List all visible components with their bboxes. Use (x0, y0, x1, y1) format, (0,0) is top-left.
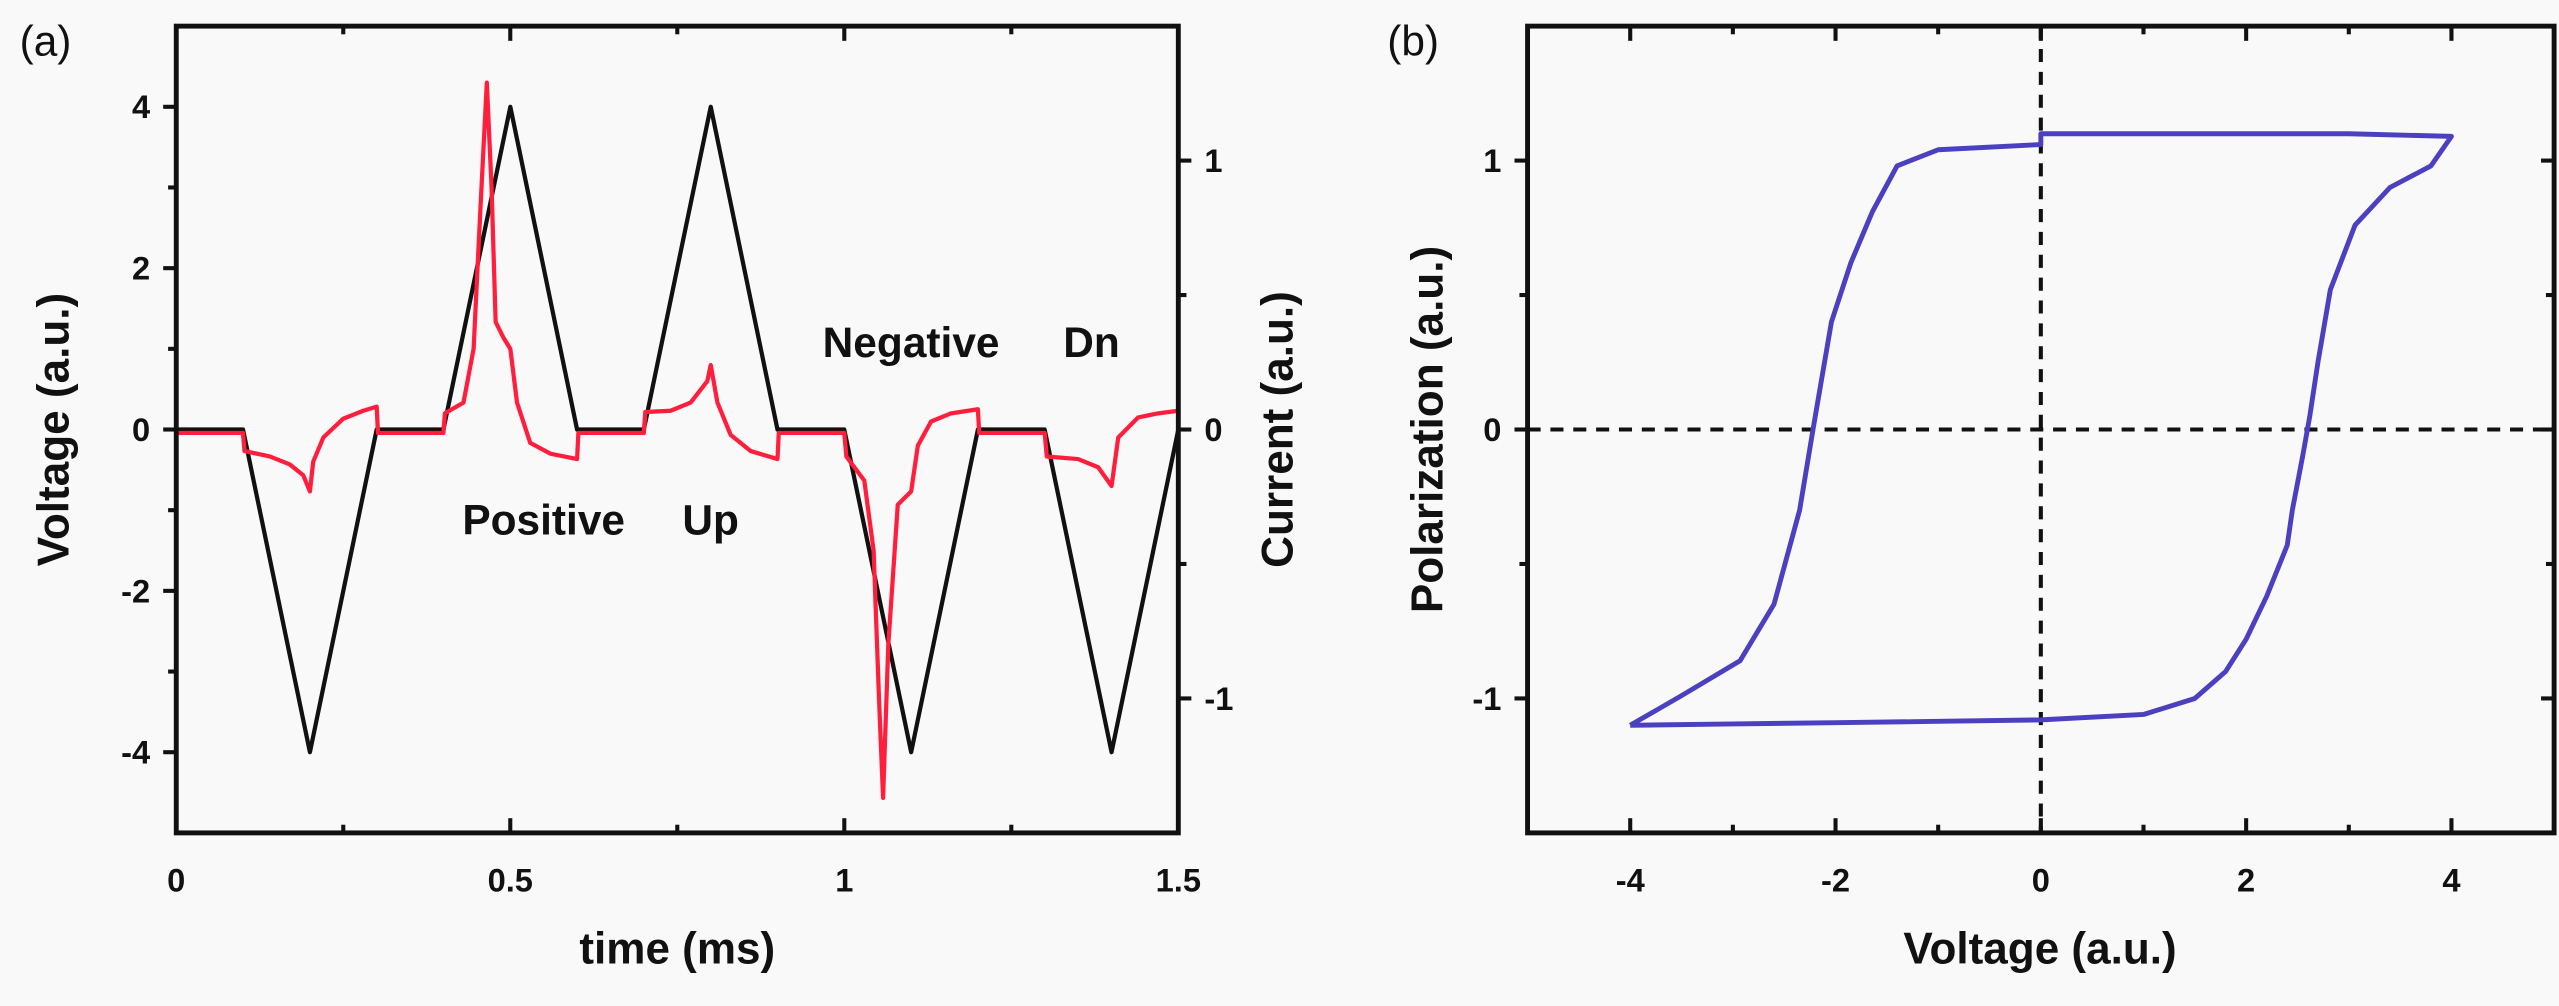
x-tick-label: -2 (1821, 862, 1850, 899)
panel-a-x-axis-title: time (ms) (579, 925, 775, 974)
y-tick-label: -1 (1472, 680, 1501, 717)
panel-b: (b) Voltage (a.u.) Polarization (a.u.) -… (1387, 18, 2557, 974)
y2-tick-label: 1 (1204, 142, 1222, 179)
x-tick-label: 0 (167, 862, 185, 899)
hysteresis-loop-line (1628, 131, 2454, 728)
y-tick-label: 0 (132, 411, 150, 448)
panel-a-plot-frame (173, 23, 1181, 836)
panel-a: (a) time (ms) Voltage (a.u.) Current (a.… (20, 18, 1303, 974)
current-series-line (176, 80, 1179, 801)
voltage-series-line (176, 104, 1181, 755)
y2-tick-label: -1 (1204, 680, 1233, 717)
y2-tick-label: 0 (1204, 411, 1222, 448)
panel-a-label: (a) (20, 18, 72, 65)
x-tick-label: 2 (2237, 862, 2255, 899)
annotation-label: Dn (1063, 319, 1120, 366)
annotation-label: Positive (462, 496, 625, 543)
x-tick-label: -4 (1616, 862, 1645, 899)
annotation-label: Up (682, 496, 739, 543)
y-tick-label: 1 (1483, 142, 1501, 179)
panel-a-y-axis-title: Voltage (a.u.) (30, 293, 79, 566)
y-tick-label: -2 (121, 572, 150, 609)
y-tick-label: 0 (1483, 411, 1501, 448)
panel-b-x-axis-title: Voltage (a.u.) (1903, 925, 2176, 974)
y-tick-label: 2 (132, 250, 150, 287)
panel-b-plot-frame (1525, 23, 2557, 836)
x-tick-label: 4 (2442, 862, 2460, 899)
y-tick-label: 4 (132, 88, 150, 125)
x-tick-label: 1.5 (1156, 862, 1201, 899)
x-tick-label: 1 (835, 862, 853, 899)
panel-b-label: (b) (1387, 18, 1439, 65)
y-tick-label: -4 (121, 734, 150, 771)
x-tick-label: 0 (2032, 862, 2050, 899)
panel-a-y2-axis-title: Current (a.u.) (1254, 291, 1303, 568)
annotation-label: Negative (823, 319, 1000, 366)
panel-b-y-axis-title: Polarization (a.u.) (1404, 246, 1453, 613)
x-tick-label: 0.5 (488, 862, 533, 899)
